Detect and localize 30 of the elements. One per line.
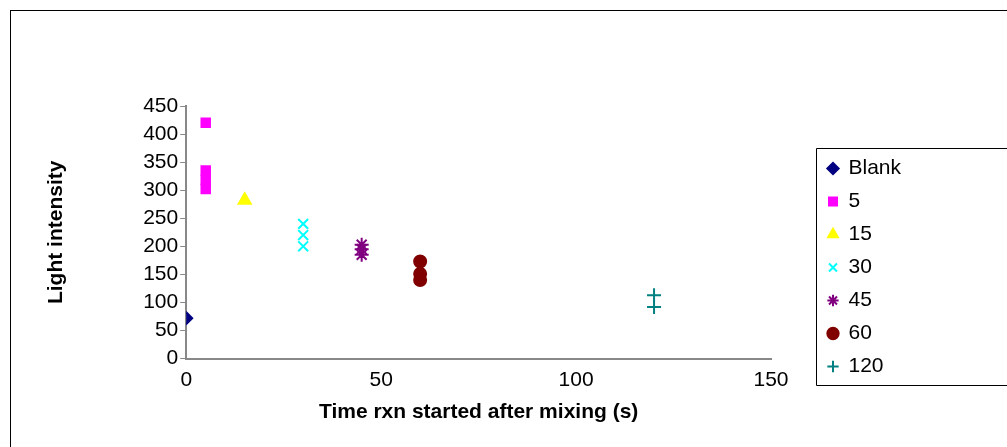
x-tick-label: 150 (753, 367, 789, 390)
point (200, 165, 211, 176)
legend-label: 5 (848, 188, 861, 212)
x-tick-label: 0 (180, 367, 193, 390)
y-tick-label: 50 (154, 317, 179, 341)
legend-label: 15 (848, 221, 872, 245)
point (413, 254, 428, 269)
point (200, 174, 211, 186)
point (200, 183, 211, 195)
x-tick-label: 50 (369, 367, 393, 390)
x-axis-title: Time rxn started after mixing (s) (318, 399, 639, 423)
legend-label: 45 (848, 287, 872, 311)
point (646, 298, 663, 315)
y-tick-label: 300 (143, 177, 179, 200)
y-tick-label: 350 (143, 148, 179, 172)
y-tick-label: 100 (143, 289, 179, 313)
point (237, 192, 252, 205)
y-tick-label: 250 (143, 205, 179, 229)
y-tick-label: 200 (143, 233, 179, 257)
y-axis-title: Light intensity (43, 160, 67, 305)
y-tick-label: 400 (143, 120, 179, 144)
y-tick-label: 450 (143, 92, 179, 116)
legend-label: 60 (848, 320, 872, 344)
y-tick-label: 0 (166, 345, 179, 369)
legend-label: 120 (848, 353, 884, 377)
point (200, 117, 211, 129)
y-tick-label: 150 (143, 261, 179, 285)
legend-label: Blank (848, 155, 902, 179)
legend-label: 30 (848, 254, 872, 278)
x-tick-label: 100 (558, 367, 594, 390)
